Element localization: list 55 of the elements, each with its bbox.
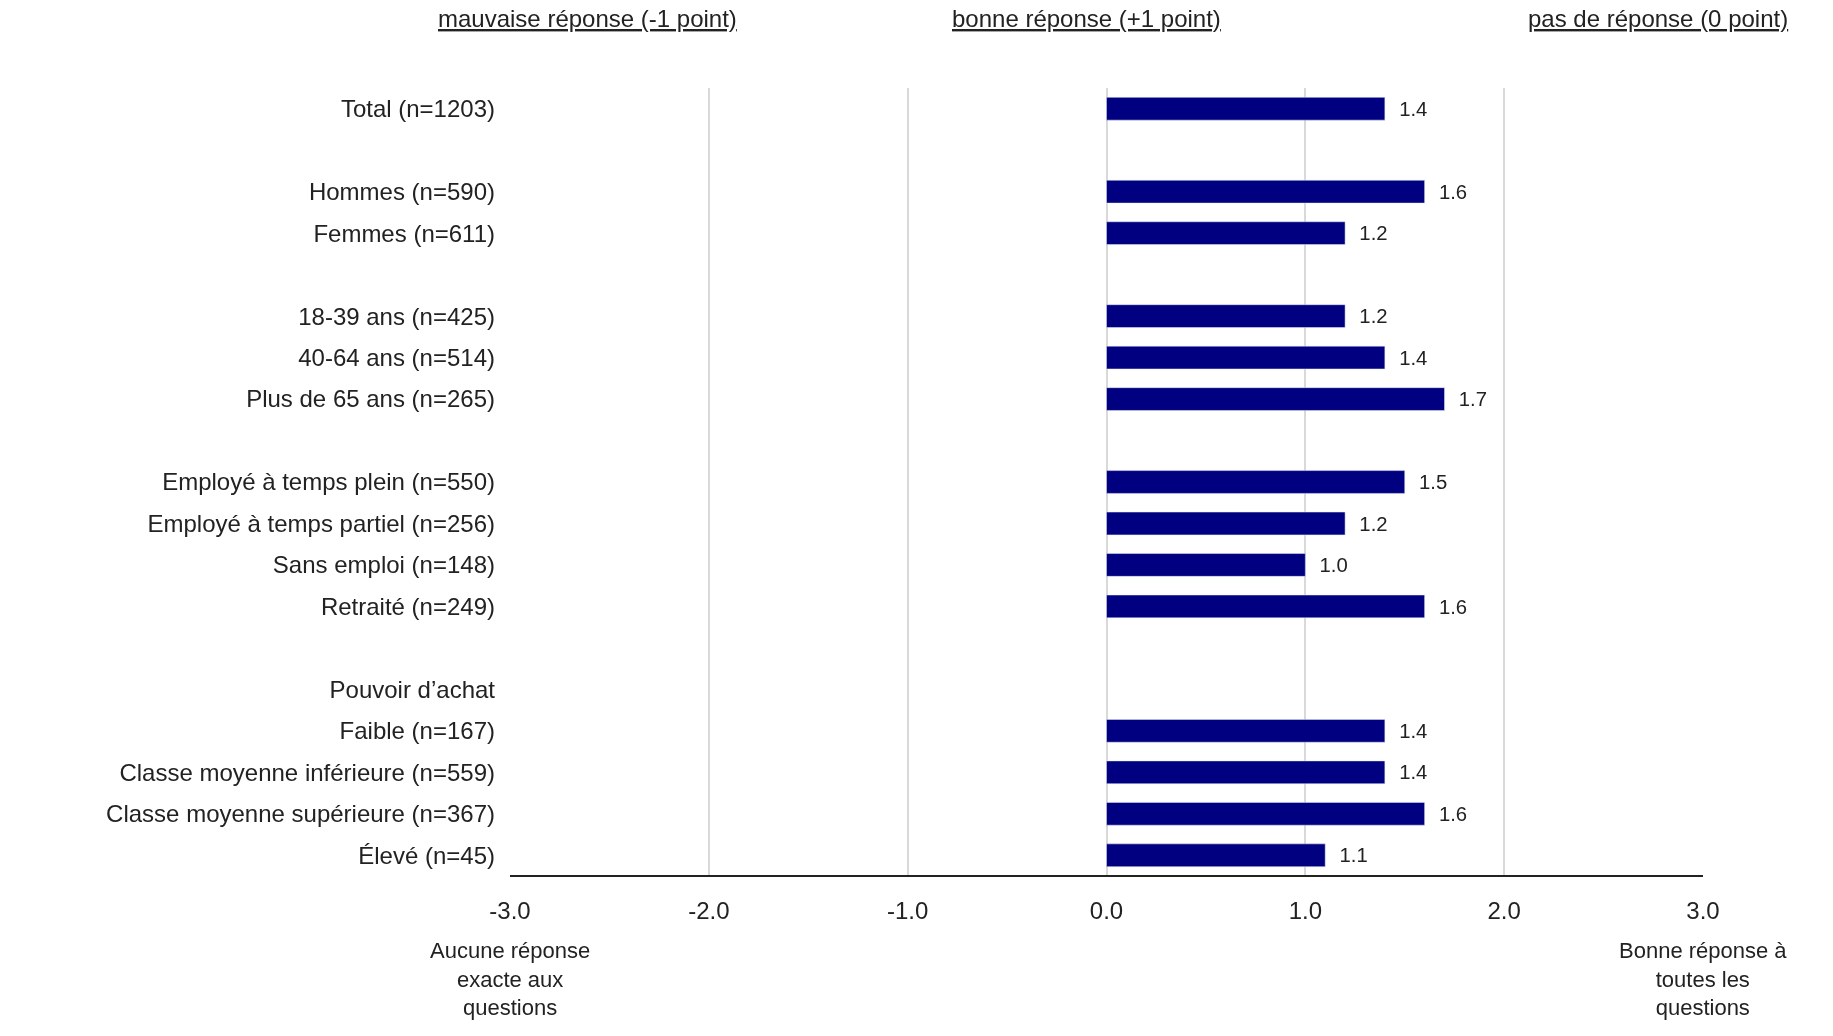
data-label: 1.5 xyxy=(1407,471,1448,494)
text: bonne réponse (+1 point) xyxy=(952,5,1221,32)
y-tick-label: Élevé (n=45) xyxy=(358,841,495,869)
data-label: 1.0 xyxy=(1308,554,1348,577)
data-label: 1.4 xyxy=(1387,97,1428,120)
text: mauvaise réponse (-1 point) xyxy=(438,5,737,32)
bar xyxy=(1106,553,1306,577)
x-tick-label: 2.0 xyxy=(1487,897,1521,924)
bar xyxy=(1106,387,1445,411)
x-tick-label: -3.0 xyxy=(489,897,531,924)
y-tick-label: Employé à temps plein (n=550) xyxy=(162,468,495,496)
y-tick-label: Sans emploi (n=148) xyxy=(272,551,495,579)
bar xyxy=(1106,304,1346,328)
y-tick-label: Pouvoir d’achat xyxy=(329,675,496,703)
x-tick-label: 3.0 xyxy=(1686,897,1720,924)
y-tick-label: Plus de 65 ans (n=265) xyxy=(246,385,495,413)
bar xyxy=(1106,719,1386,743)
text: pas de réponse (0 point) xyxy=(1528,5,1789,32)
bar xyxy=(1106,97,1386,121)
y-tick-label: 18-39 ans (n=425) xyxy=(298,302,495,330)
y-tick-label: Femmes (n=611) xyxy=(313,219,495,247)
data-label: 1.2 xyxy=(1348,305,1388,328)
y-tick-label: Employé à temps partiel (n=256) xyxy=(147,509,495,537)
bar xyxy=(1106,180,1425,204)
data-label: 1.4 xyxy=(1387,761,1428,784)
text: Bonne réponse à toutes les questions xyxy=(1619,938,1788,1021)
bar xyxy=(1106,470,1405,494)
bar xyxy=(1106,843,1326,867)
y-tick-label: Retraité (n=249) xyxy=(320,592,495,620)
data-label: 1.6 xyxy=(1427,802,1468,825)
bar xyxy=(1106,345,1386,370)
bar xyxy=(1106,511,1346,536)
data-label: 1.6 xyxy=(1427,595,1468,618)
x-tick-label: 0.0 xyxy=(1089,897,1124,924)
data-label: 1.6 xyxy=(1427,180,1468,203)
y-tick-label: 40-64 ans (n=514) xyxy=(298,343,495,371)
y-tick-label: Faible (n=167) xyxy=(339,717,495,745)
x-tick-label: -1.0 xyxy=(886,897,929,924)
bar xyxy=(1106,802,1425,826)
y-tick-label: Classe moyenne supérieure (n=367) xyxy=(106,800,495,828)
bar xyxy=(1106,594,1425,619)
data-label: 1.7 xyxy=(1447,388,1487,411)
data-label: 1.2 xyxy=(1348,222,1388,245)
data-label: 1.4 xyxy=(1387,720,1428,743)
data-label: 1.2 xyxy=(1348,512,1388,535)
data-label: 1.4 xyxy=(1387,346,1428,369)
bar xyxy=(1106,221,1346,245)
x-tick-label: 1.0 xyxy=(1288,897,1323,924)
text: Aucune réponse exacte aux questions xyxy=(430,938,591,1021)
y-tick-label: Hommes (n=590) xyxy=(308,178,495,206)
data-label: 1.1 xyxy=(1328,844,1368,867)
y-tick-label: Classe moyenne inférieure (n=559) xyxy=(119,758,495,786)
y-tick-label: Total (n=1203) xyxy=(340,95,495,123)
x-tick-label: -2.0 xyxy=(688,897,730,924)
bar xyxy=(1106,760,1386,784)
